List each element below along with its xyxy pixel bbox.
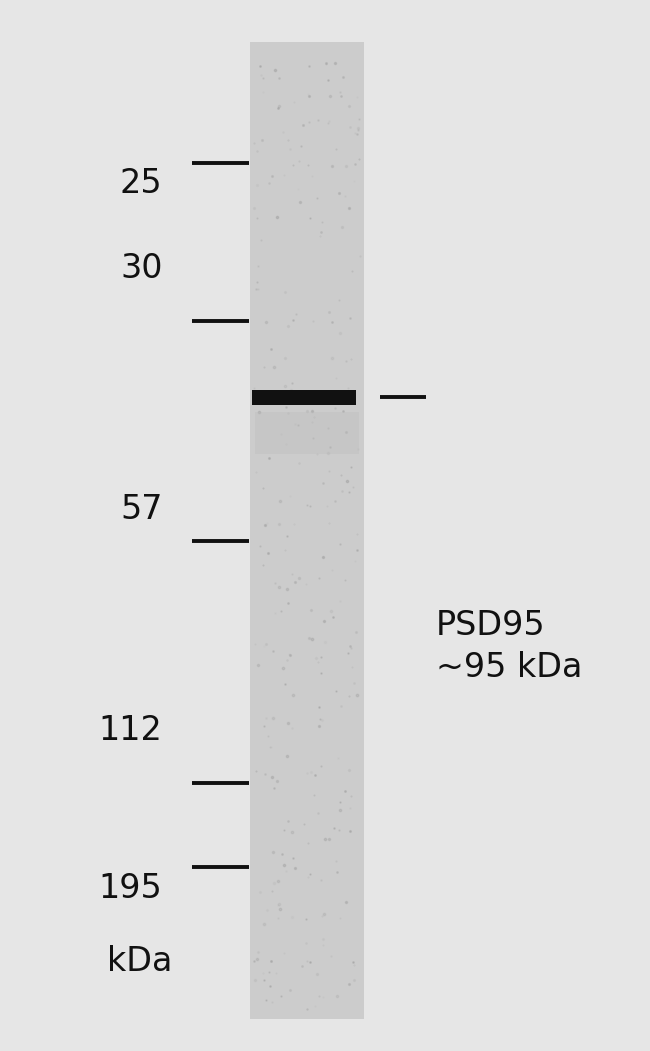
Text: 112: 112 — [99, 714, 162, 747]
Text: kDa: kDa — [107, 945, 172, 978]
Bar — [252, 390, 356, 405]
Bar — [255, 412, 359, 454]
Text: ~95 kDa: ~95 kDa — [436, 651, 582, 684]
Text: 25: 25 — [120, 167, 162, 201]
Text: 195: 195 — [99, 871, 162, 905]
Bar — [250, 42, 364, 1019]
Text: PSD95: PSD95 — [436, 609, 545, 642]
Text: 30: 30 — [120, 251, 162, 285]
Text: 57: 57 — [120, 493, 162, 527]
